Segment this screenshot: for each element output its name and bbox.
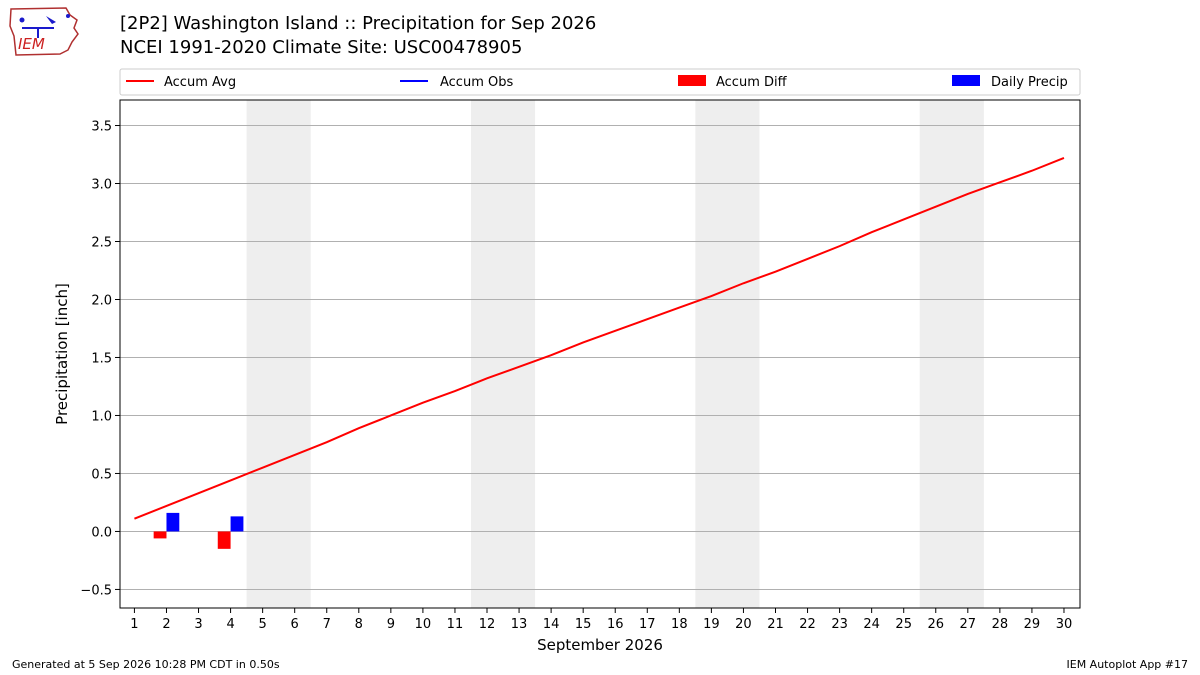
x-tick-label: 11 — [447, 617, 464, 632]
y-tick-label: −0.5 — [80, 583, 112, 598]
accum-avg-line — [134, 157, 1065, 520]
x-tick-label: 1 — [130, 617, 138, 632]
weekend-band — [470, 100, 536, 608]
x-tick-label: 23 — [831, 617, 848, 632]
legend-label-accum-obs: Accum Obs — [440, 75, 513, 90]
x-tick-label: 19 — [703, 617, 720, 632]
x-tick-label: 18 — [671, 617, 688, 632]
x-axis-label: September 2026 — [537, 636, 663, 654]
x-tick-label: 20 — [735, 617, 752, 632]
iem-logo: IEM — [9, 7, 79, 56]
app-note: IEM Autoplot App #17 — [1066, 658, 1189, 671]
chart-subtitle: NCEI 1991-2020 Climate Site: USC00478905 — [120, 37, 523, 58]
weekend-band — [246, 100, 311, 608]
y-tick-label: 2.5 — [91, 235, 112, 250]
accum-diff-bar — [153, 531, 167, 539]
x-tick-label: 25 — [895, 617, 912, 632]
accum-diff-bar — [217, 531, 231, 549]
x-tick-label: 22 — [799, 617, 816, 632]
y-tick-label: 2.0 — [91, 293, 112, 308]
legend-frame — [119, 68, 1081, 96]
x-tick-label: 28 — [992, 617, 1009, 632]
x-tick-label: 7 — [323, 617, 331, 632]
y-tick-label: 0.5 — [91, 467, 112, 482]
y-axis-ticks: −0.5 0.0 0.5 1.0 1.5 2.0 2.5 3.0 3.5 — [80, 120, 120, 598]
legend-label-accum-avg: Accum Avg — [164, 75, 236, 90]
x-tick-label: 17 — [639, 617, 656, 632]
x-tick-label: 26 — [927, 617, 944, 632]
x-tick-label: 29 — [1024, 617, 1041, 632]
legend-swatch-accum-diff — [678, 75, 706, 86]
legend-swatch-daily-precip — [952, 75, 980, 86]
generated-note: Generated at 5 Sep 2026 10:28 PM CDT in … — [12, 658, 280, 671]
weekend-bands — [246, 100, 984, 608]
chart-title: [2P2] Washington Island :: Precipitation… — [120, 13, 597, 34]
x-tick-label: 8 — [355, 617, 363, 632]
y-tick-label: 3.0 — [91, 178, 112, 193]
x-tick-label: 30 — [1056, 617, 1073, 632]
y-tick-label: 1.5 — [91, 351, 112, 366]
x-tick-label: 10 — [415, 617, 432, 632]
x-axis-ticks: 1 2 3 4 5 6 7 8 9 10 11 12 13 14 15 16 17 18 19 20 21 22 23 24 2… — [130, 608, 1072, 632]
legend-label-accum-diff: Accum Diff — [716, 75, 788, 90]
x-tick-label: 12 — [479, 617, 496, 632]
plot-frame — [119, 99, 1081, 609]
y-gridlines — [120, 125, 1080, 590]
x-tick-label: 21 — [767, 617, 784, 632]
y-tick-label: 0.0 — [91, 525, 112, 540]
x-tick-label: 14 — [543, 617, 560, 632]
logo-text: IEM — [18, 35, 45, 53]
daily-precip-bar — [166, 512, 180, 532]
legend-label-daily-precip: Daily Precip — [991, 75, 1068, 90]
daily-precip-bar — [230, 516, 244, 532]
y-axis-label: Precipitation [inch] — [53, 283, 71, 425]
x-tick-label: 9 — [387, 617, 395, 632]
bar-series — [153, 512, 244, 549]
line-series — [134, 157, 1065, 520]
x-tick-label: 2 — [162, 617, 170, 632]
x-tick-label: 15 — [575, 617, 592, 632]
x-tick-label: 13 — [511, 617, 528, 632]
weekend-band — [919, 100, 984, 608]
weekend-band — [695, 100, 760, 608]
x-tick-label: 4 — [226, 617, 234, 632]
x-tick-label: 27 — [960, 617, 977, 632]
y-tick-label: 3.5 — [91, 120, 112, 135]
x-tick-label: 3 — [194, 617, 202, 632]
x-tick-label: 5 — [258, 617, 266, 632]
y-tick-label: 1.0 — [91, 409, 112, 424]
x-tick-label: 6 — [291, 617, 299, 632]
x-tick-label: 16 — [607, 617, 624, 632]
x-tick-label: 24 — [863, 617, 880, 632]
legend: Accum Avg Accum Obs Accum Diff Daily Pre… — [119, 68, 1081, 96]
